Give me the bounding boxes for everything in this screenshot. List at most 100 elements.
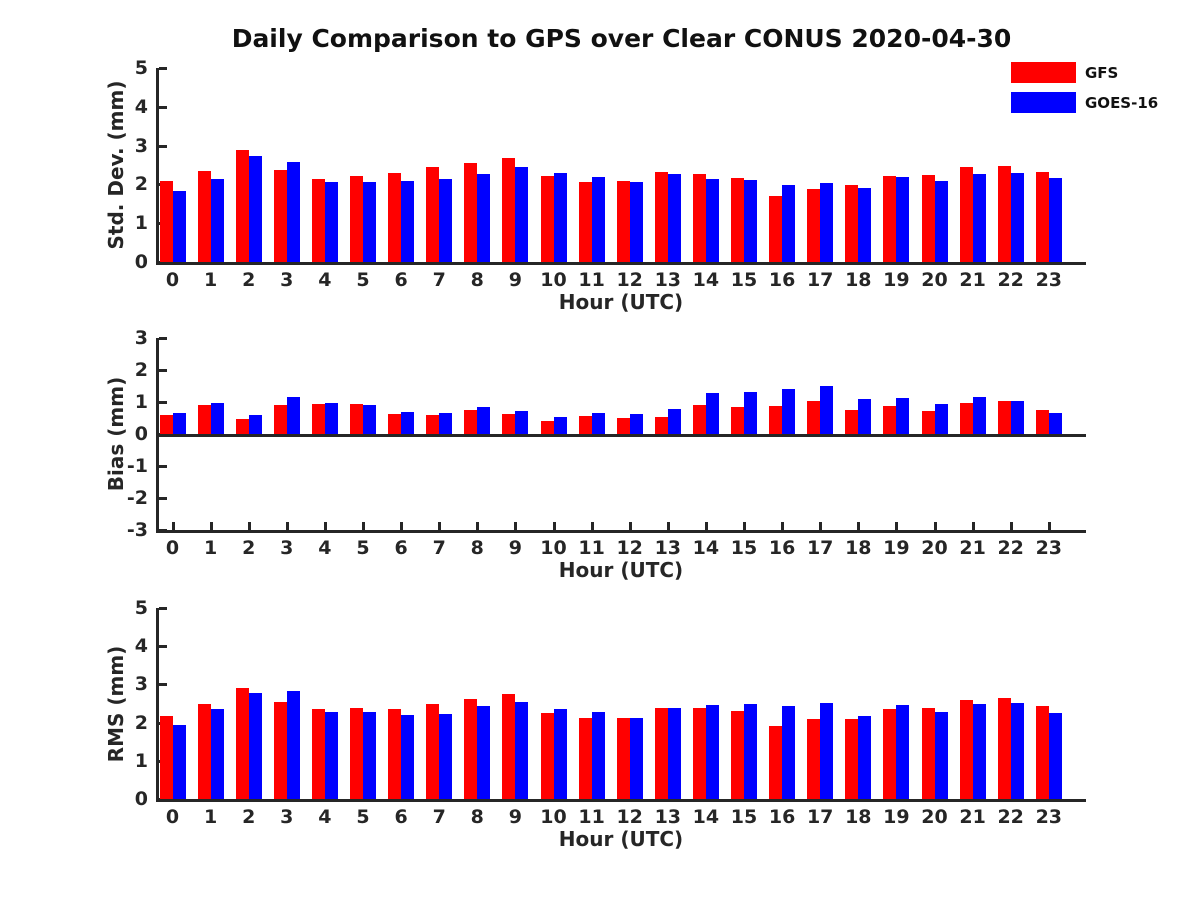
x-tick-label-bias: 1 — [203, 537, 218, 559]
bar-goes-16-std-dev-h10 — [553, 172, 567, 262]
bar-goes-16-bias-h19 — [896, 397, 910, 434]
bar-goes-16-std-dev-h13 — [667, 173, 681, 262]
y-tick-bias — [159, 433, 167, 436]
x-tick-label-rms: 22 — [997, 806, 1024, 828]
x-tick-label-bias: 11 — [578, 537, 605, 559]
bar-goes-16-bias-h14 — [705, 393, 719, 434]
bar-goes-16-std-dev-h12 — [629, 182, 643, 262]
x-tick-label-rms: 15 — [730, 806, 758, 828]
x-tick-label-rms: 1 — [203, 806, 218, 828]
y-tick-bias — [159, 337, 167, 340]
x-tick-label-bias: 14 — [692, 537, 720, 559]
y-tick-label-bias: 2 — [134, 359, 148, 381]
x-tick-label-bias: 12 — [616, 537, 643, 559]
y-tick-std-dev — [159, 105, 167, 109]
bar-goes-16-rms-h6 — [401, 714, 415, 799]
x-tick-label-rms: 7 — [432, 806, 446, 828]
bar-goes-16-rms-h12 — [629, 718, 643, 799]
bar-gfs-rms-h15 — [731, 710, 744, 799]
x-tick-label-rms: 11 — [578, 806, 605, 828]
bar-goes-16-bias-h8 — [477, 406, 491, 434]
bar-gfs-rms-h10 — [540, 712, 554, 799]
x-tick-bias — [476, 522, 480, 530]
bar-gfs-rms-h20 — [921, 708, 935, 799]
x-tick-label-rms: 8 — [470, 806, 484, 828]
y-tick-rms — [159, 607, 167, 610]
bar-goes-16-std-dev-h21 — [972, 174, 986, 262]
x-tick-bias — [819, 522, 823, 530]
x-tick-label-std-dev: 3 — [280, 269, 294, 291]
y-axis-label-bias: Bias (mm) — [104, 376, 128, 492]
bar-gfs-std-dev-h16 — [769, 195, 783, 262]
bar-goes-16-rms-h16 — [782, 706, 796, 799]
x-tick-label-std-dev: 19 — [883, 269, 910, 291]
x-tick-bias — [323, 522, 327, 530]
bar-gfs-rms-h1 — [197, 703, 211, 799]
x-tick-label-bias: 4 — [318, 537, 332, 559]
y-axis-spine-rms — [156, 608, 159, 802]
x-tick-label-std-dev: 20 — [921, 269, 948, 291]
bar-goes-16-rms-h10 — [553, 709, 567, 799]
bar-goes-16-std-dev-h19 — [896, 177, 910, 262]
bar-goes-16-bias-h23 — [1048, 412, 1062, 434]
bar-goes-16-bias-h10 — [553, 417, 567, 434]
bar-goes-16-std-dev-h8 — [477, 173, 491, 262]
y-tick-label-std-dev: 1 — [134, 212, 148, 235]
bar-gfs-bias-h7 — [426, 415, 440, 434]
bar-goes-16-bias-h18 — [858, 398, 872, 434]
bar-goes-16-rms-h18 — [858, 715, 872, 799]
x-tick-label-bias: 0 — [165, 537, 180, 559]
x-tick-label-bias: 19 — [883, 537, 910, 559]
legend-row: GOES-16 — [1011, 92, 1158, 113]
bar-goes-16-bias-h13 — [667, 409, 681, 434]
bar-gfs-rms-h12 — [616, 718, 630, 799]
x-tick-label-bias: 8 — [470, 537, 484, 559]
chart-title: Daily Comparison to GPS over Clear CONUS… — [231, 24, 1012, 53]
x-tick-label-bias: 21 — [959, 537, 986, 559]
x-axis-line-rms — [156, 799, 1086, 802]
bar-gfs-rms-h2 — [235, 688, 249, 799]
bar-goes-16-bias-h20 — [934, 403, 948, 434]
bar-gfs-rms-h17 — [807, 718, 821, 799]
bar-gfs-rms-h5 — [350, 708, 363, 799]
bar-goes-16-rms-h17 — [820, 703, 834, 799]
bar-gfs-rms-h6 — [388, 708, 402, 799]
bar-goes-16-std-dev-h14 — [705, 178, 719, 262]
x-tick-label-std-dev: 0 — [165, 269, 180, 291]
x-tick-label-bias: 3 — [280, 537, 294, 559]
x-tick-label-rms: 19 — [883, 806, 910, 828]
bar-goes-16-bias-h0 — [172, 412, 186, 434]
bar-goes-16-rms-h5 — [363, 711, 376, 799]
bar-gfs-bias-h6 — [388, 414, 402, 434]
x-tick-label-rms: 14 — [692, 806, 720, 828]
x-tick-bias — [285, 522, 289, 530]
bar-gfs-bias-h1 — [197, 404, 211, 434]
bar-goes-16-std-dev-h3 — [286, 161, 300, 262]
x-tick-label-bias: 22 — [997, 537, 1024, 559]
x-tick-label-std-dev: 17 — [806, 269, 834, 291]
legend-label: GOES-16 — [1085, 93, 1159, 112]
x-tick-label-rms: 13 — [654, 806, 682, 828]
x-tick-label-bias: 2 — [242, 537, 256, 559]
x-tick-label-std-dev: 5 — [356, 269, 370, 291]
y-tick-label-rms: 4 — [134, 635, 148, 658]
x-axis-label-std-dev: Hour (UTC) — [558, 290, 684, 314]
y-tick-label-bias: -2 — [126, 487, 148, 509]
y-axis-spine-std-dev — [156, 68, 159, 265]
bar-gfs-std-dev-h23 — [1035, 172, 1049, 262]
x-axis-label-rms: Hour (UTC) — [558, 827, 684, 851]
y-tick-label-rms: 5 — [134, 597, 148, 619]
x-tick-bias — [171, 522, 175, 530]
x-tick-label-std-dev: 12 — [616, 269, 643, 291]
x-tick-bias — [552, 522, 556, 530]
bar-goes-16-std-dev-h16 — [782, 185, 796, 262]
x-tick-bias — [1009, 522, 1013, 530]
bar-goes-16-bias-h12 — [629, 413, 643, 434]
bar-gfs-bias-h16 — [769, 406, 783, 434]
bar-gfs-bias-h3 — [273, 404, 287, 434]
x-axis-line-std-dev — [156, 262, 1086, 265]
bar-goes-16-bias-h17 — [820, 386, 834, 434]
y-tick-label-bias: 0 — [134, 423, 148, 445]
x-tick-label-bias: 20 — [921, 537, 948, 559]
bar-gfs-bias-h2 — [235, 418, 249, 434]
